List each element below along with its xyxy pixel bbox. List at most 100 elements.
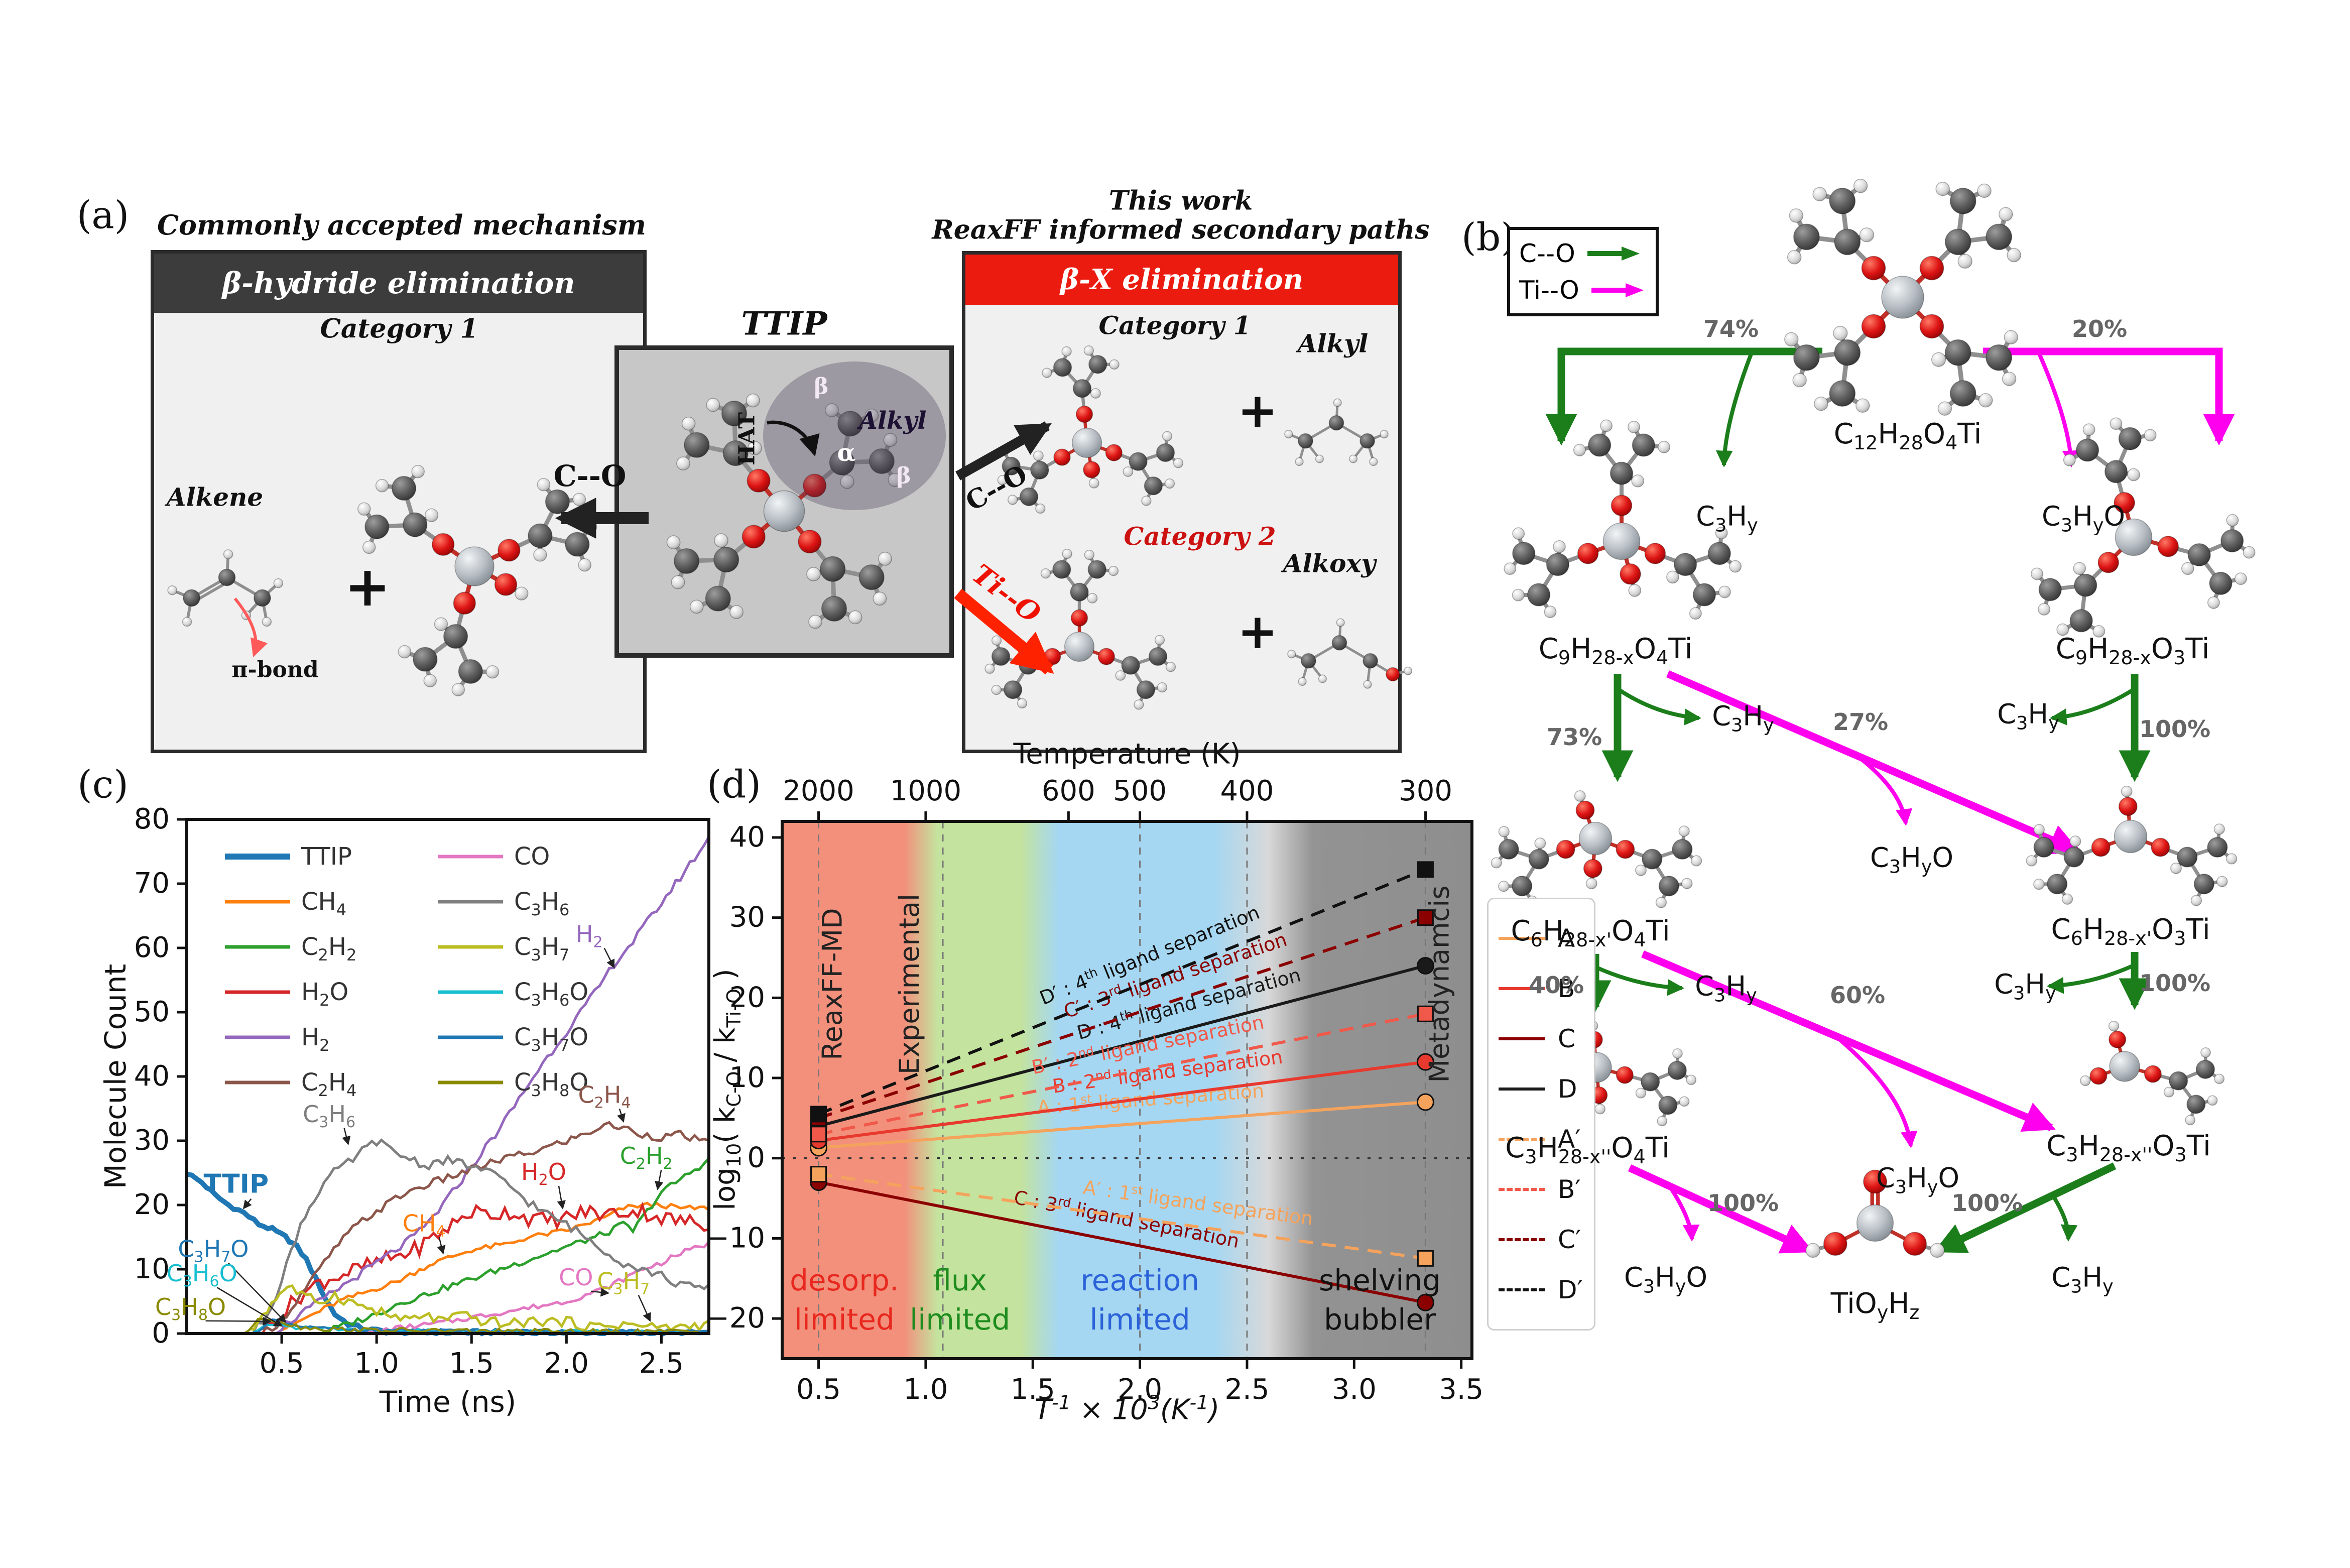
svg-text:H2​O: H2​O — [301, 978, 348, 1010]
edge-e8-percent: 100% — [1707, 1189, 1779, 1217]
edge-e8-branch-arrow — [1667, 1183, 1700, 1242]
edge-e6-branch-arrow — [1832, 1032, 1918, 1149]
alkyl-product-label: Alkyl — [1297, 328, 1369, 358]
edge-e4-byproduct: C3Hy — [1997, 698, 2059, 734]
alkene-label: Alkene — [166, 482, 264, 512]
b-legend-row-co: C--O — [1519, 239, 1647, 268]
edge-e6-byproduct: C3HyO — [1876, 1162, 1959, 1198]
b-legend-co-label: C--O — [1519, 238, 1575, 268]
edge-e9-arrow — [1933, 1162, 2117, 1254]
node-label-n7: TiOyHz — [1830, 1287, 1920, 1324]
svg-text:C3​H7​: C3​H7​ — [597, 1268, 650, 1298]
edge-e9-percent: 100% — [1951, 1189, 2023, 1217]
right-category-2: Category 2 — [1124, 521, 1276, 551]
svg-text:Metadynamcis: Metadynamcis — [1423, 885, 1455, 1082]
edge-e7-percent: 100% — [2139, 970, 2211, 997]
alpha-label: α — [837, 439, 856, 467]
b-legend-row-tio: Ti--O — [1519, 276, 1647, 305]
molecule-alkoxy — [1287, 618, 1413, 689]
svg-text:40: 40 — [134, 1060, 170, 1093]
edge-e0-arrow — [1545, 347, 1822, 446]
ttip-title: TTIP — [741, 305, 827, 343]
svg-text:70: 70 — [134, 867, 170, 900]
svg-text:C3​H6​: C3​H6​ — [303, 1101, 355, 1131]
d-legend-item: C′ — [1499, 1215, 1584, 1265]
edge-e8-byproduct: C3HyO — [1624, 1261, 1707, 1297]
svg-text:0.5: 0.5 — [796, 1373, 841, 1406]
edge-e5-byproduct: C3Hy — [1695, 970, 1757, 1006]
svg-text:500: 500 — [1113, 775, 1167, 807]
plus-sign-right-2: + — [1237, 604, 1278, 660]
edge-e6-percent: 60% — [1829, 982, 1886, 1009]
left-category-1: Category 1 — [320, 313, 478, 344]
panel-b-tag: (b) — [1461, 214, 1516, 260]
edge-e3-branch-arrow — [1856, 754, 1913, 826]
beta-hydride-header-label: β-hydride elimination — [222, 266, 575, 300]
d-legend-name: A — [1558, 924, 1575, 953]
svg-text:30: 30 — [134, 1124, 170, 1157]
alkoxy-product-label: Alkoxy — [1283, 548, 1376, 578]
c-annotation-leader — [342, 1128, 351, 1145]
molecule-n3 — [1491, 790, 1702, 908]
tio-arrow-icon — [1591, 283, 1644, 297]
d-legend-name: C — [1558, 1024, 1575, 1053]
molecule-n2 — [2031, 417, 2256, 638]
edge-e1-branch-arrow — [2036, 350, 2079, 468]
molecule-n4 — [2026, 785, 2238, 906]
pi-bond-label: π-bond — [231, 657, 319, 683]
c-annotation-leader — [655, 1169, 664, 1190]
co-arrow-right — [955, 421, 1052, 480]
edge-e8-arrow — [1628, 1164, 1814, 1254]
svg-text:C3​H8​O: C3​H8​O — [514, 1068, 588, 1100]
svg-text:30: 30 — [729, 901, 765, 934]
edge-e2-percent: 73% — [1546, 723, 1602, 751]
svg-text:shelving: shelving — [1319, 1263, 1441, 1297]
svg-text:3.5: 3.5 — [1439, 1373, 1483, 1406]
c-annotation-leader — [242, 1198, 252, 1210]
c-series-3 — [262, 1201, 709, 1335]
svg-text:1.5: 1.5 — [1011, 1373, 1055, 1406]
edge-e6-arrow — [1641, 950, 2056, 1132]
svg-text:C3​H7​O: C3​H7​O — [178, 1236, 249, 1266]
svg-text:50: 50 — [134, 996, 170, 1028]
svg-text:C3​H8​O: C3​H8​O — [155, 1293, 226, 1324]
edge-e9-byproduct: C3Hy — [2051, 1261, 2114, 1297]
node-label-n5: C3H28-x''O4Ti — [1505, 1131, 1670, 1168]
edge-e7-branch-arrow — [2046, 963, 2136, 994]
c-series-1 — [272, 1201, 710, 1335]
c-annotation-leader — [557, 1185, 566, 1210]
d-legend-box: A B C D A′ B′ C′ D′ — [1487, 898, 1595, 1331]
d-yaxis-label: log10( kC-O / kTi-O ) — [708, 969, 746, 1211]
molecule-n6 — [2080, 1020, 2225, 1126]
plus-sign-left: + — [344, 554, 391, 619]
svg-text:40: 40 — [729, 821, 765, 854]
edge-e1-percent: 20% — [2071, 315, 2128, 342]
c-series-7 — [252, 1138, 710, 1334]
molecule-ttip — [666, 393, 902, 629]
svg-text:H2​: H2​ — [576, 920, 603, 951]
svg-text:2.5: 2.5 — [639, 1347, 684, 1380]
pi-bond-arrow — [233, 597, 268, 658]
d-legend-item: D — [1499, 1064, 1584, 1114]
svg-text:600: 600 — [1042, 775, 1095, 807]
node-label-n3: C6H28-x'O4Ti — [1511, 914, 1670, 951]
d-legend-swatch — [1499, 987, 1545, 990]
c-annotation-leader — [617, 1109, 626, 1123]
svg-text:Experimental: Experimental — [894, 894, 925, 1074]
d-legend-swatch — [1499, 1037, 1545, 1040]
c-series-5 — [262, 1121, 709, 1333]
svg-text:C2​H2​: C2​H2​ — [620, 1142, 673, 1173]
panel-c-tag: (c) — [77, 762, 129, 807]
d-xaxis-label: T-1 × 103(K-1) — [1034, 1391, 1220, 1426]
svg-text:10: 10 — [134, 1253, 170, 1285]
b-legend-box: C--O Ti--O — [1507, 227, 1659, 316]
svg-text:CO: CO — [559, 1264, 593, 1291]
d-legend-name: C′ — [1558, 1225, 1581, 1254]
edge-e2-branch-arrow — [1616, 687, 1702, 726]
svg-text:1.5: 1.5 — [449, 1347, 494, 1380]
tio-arrow-label-right: Ti--O — [966, 557, 1047, 630]
left-mechanism-title: Commonly accepted mechanism — [157, 209, 646, 241]
svg-text:desorp.: desorp. — [790, 1263, 899, 1297]
svg-text:0.5: 0.5 — [260, 1347, 304, 1380]
